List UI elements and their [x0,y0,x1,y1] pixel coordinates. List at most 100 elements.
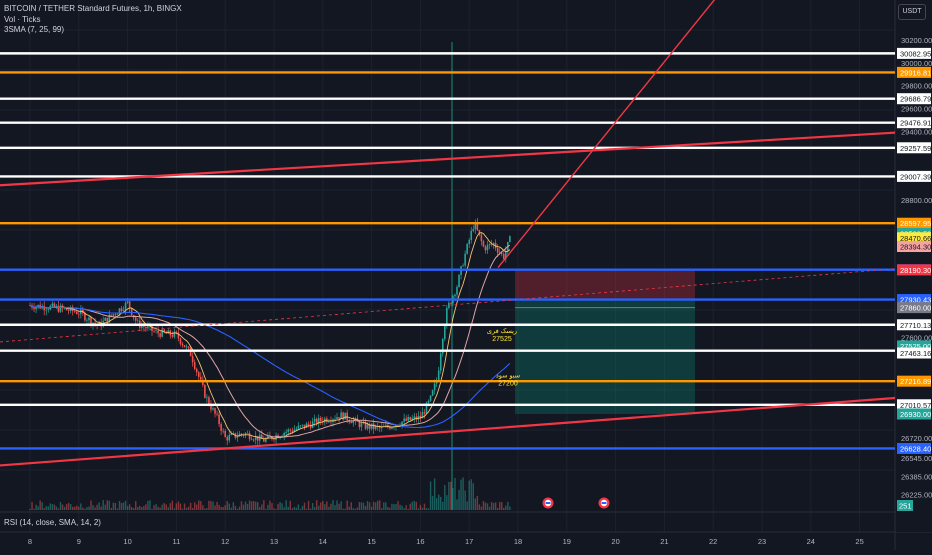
candle-body [439,353,442,371]
sma-indicator-label[interactable]: 3SMA (7, 25, 99) [4,25,65,34]
candle [450,302,452,510]
candle-body [446,307,448,327]
volume-bar [171,500,174,510]
price-tick-label: 26225.00 [901,491,932,500]
candle-body [370,423,373,429]
volume-bar [147,500,149,510]
candle-body [236,436,239,438]
candle-body [496,248,499,253]
candle [171,331,174,510]
candle [218,411,220,510]
candle-body [293,429,296,432]
volume-bar [153,505,155,510]
candle-body [63,308,66,309]
volume-bar [320,502,322,510]
candle-body [51,303,54,306]
volume-bar [163,503,165,510]
candle [202,375,204,510]
candle [287,427,290,510]
volume-bar [145,504,147,510]
candle-body [145,327,147,329]
candle-body [143,325,145,328]
candle-body [214,408,216,414]
volume-bar [187,506,190,510]
candle-body [380,426,383,429]
candle [397,424,399,510]
candle-body [130,308,133,315]
volume-bar [299,508,302,510]
time-tick-label: 14 [319,537,327,546]
candle [409,416,412,510]
candle [265,436,267,510]
volume-bar [474,498,476,510]
candle [387,422,389,510]
candle-body [181,343,184,346]
candle-body [411,418,414,420]
volume-bar [379,500,381,510]
candle [446,305,448,510]
candle [421,407,424,510]
volume-bar [368,502,371,510]
volume-bar [326,501,328,510]
price-tag: 26930.00 [897,408,931,420]
candle [167,327,170,510]
candle [250,435,253,510]
candle-body [65,308,68,311]
candle-body [295,428,298,430]
volume-bar [484,502,487,510]
candle [261,430,263,510]
steep-trend-line [497,0,716,269]
candles [29,217,511,510]
candle-body [458,274,460,288]
volume-bar [90,500,92,510]
volume-bar [275,508,277,510]
candle [216,410,218,510]
candle [224,428,226,510]
volume-bar [364,505,367,510]
candle [134,315,137,510]
volume-bar [438,494,440,510]
lower-trend-line [0,396,896,467]
candle-body [338,417,340,419]
volume-bar [261,504,263,510]
candle [364,418,367,510]
candle-body [389,426,391,429]
level-price-tag: 27216.89 [897,375,931,387]
volume-bar [196,504,198,510]
candle-body [437,370,440,381]
candle-body [360,423,363,428]
candle-body [462,265,464,267]
candle-body [344,412,346,420]
candle [328,418,330,510]
price-tag-bg [897,47,931,59]
economic-event-icon [598,497,610,509]
candle [509,235,511,510]
candle [94,318,96,510]
candle-body [228,435,231,441]
volume-indicator-label[interactable]: Vol · Ticks [4,14,41,24]
volume-bar [143,506,145,510]
symbol-title[interactable]: BITCOIN / TETHER Standard Futures, 1h, B… [4,4,182,13]
volume-bar [165,504,167,510]
price-tick-label: 29600.00 [901,105,932,114]
candle-body [147,326,149,329]
volume-bar [218,504,220,510]
currency-button[interactable]: USDT [898,4,926,20]
volume-bar [49,503,52,510]
candle [33,303,35,510]
candle-body [175,331,178,333]
candle [206,394,208,510]
candle [441,337,444,510]
candle [411,414,414,510]
volume-bar [63,506,66,510]
volume-bar [206,508,208,510]
candle [84,311,86,510]
candle-body [252,439,255,441]
rsi-indicator-label[interactable]: RSI (14, close, SMA, 14, 2) [4,518,101,527]
volume-bar [411,501,413,510]
candle [385,419,387,510]
volume-bar [35,504,37,510]
price-tag-bg [897,217,931,229]
